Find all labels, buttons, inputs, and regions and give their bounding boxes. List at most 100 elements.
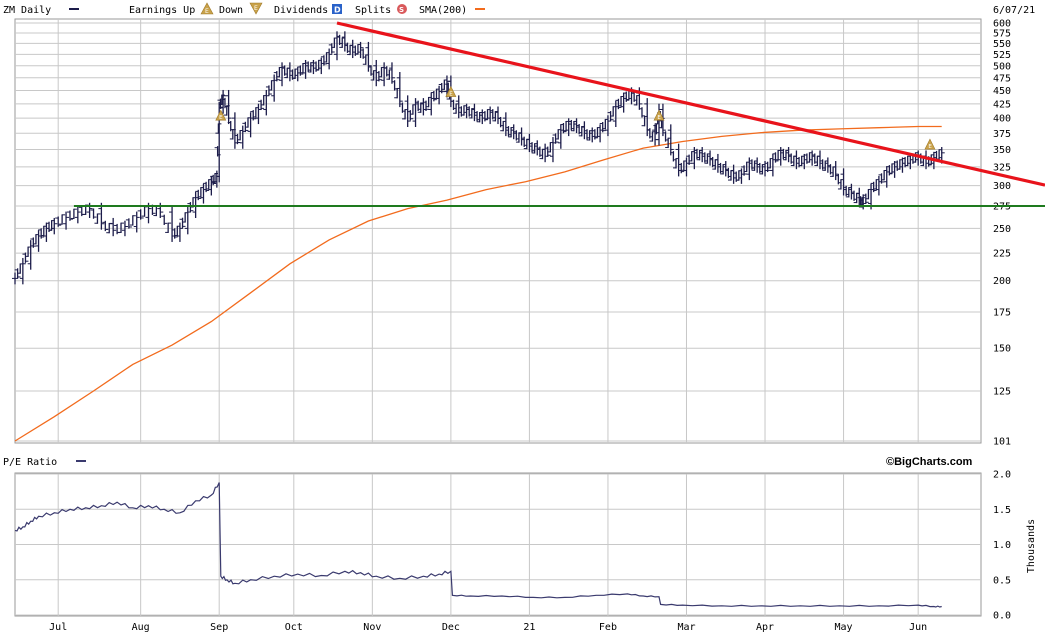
- ohlc-bar: [98, 202, 105, 230]
- ohlc-bar: [176, 222, 183, 242]
- x-tick-label: Dec: [442, 622, 460, 633]
- x-tick-label: Jul: [49, 622, 67, 633]
- bigcharts-copyright: ©BigCharts.com: [886, 456, 973, 468]
- sma-label: SMA(200): [419, 5, 467, 16]
- ohlc-bar: [125, 218, 132, 229]
- price-y-tick: 500: [993, 61, 1011, 72]
- ohlc-bar: [19, 257, 26, 285]
- x-tick-label: Sep: [210, 622, 228, 633]
- price-legend-swatch: [69, 8, 79, 10]
- ohlc-bar: [74, 206, 81, 224]
- ohlc-bar: [396, 72, 403, 108]
- ohlc-bar: [407, 110, 414, 121]
- ohlc-bar: [165, 222, 172, 233]
- split-icon: S: [397, 4, 407, 14]
- earnings-marker-icon: E: [215, 109, 227, 121]
- price-y-tick: 250: [993, 224, 1011, 235]
- earnings-label: Earnings Up: [129, 5, 195, 16]
- ohlc-bar: [121, 220, 128, 237]
- ohlc-bar: [772, 152, 779, 163]
- ohlc-bar: [615, 98, 622, 110]
- ohlc-bar: [63, 211, 70, 230]
- ohlc-bars-layer: [12, 31, 945, 285]
- svg-text:S: S: [399, 6, 404, 14]
- x-tick-label: Aug: [132, 622, 150, 633]
- ohlc-bar: [70, 208, 77, 220]
- symbol-label: ZM Daily: [3, 5, 51, 16]
- ohlc-bar: [195, 189, 202, 201]
- pe-y-tick: 2.0: [993, 470, 1011, 481]
- ohlc-bar: [638, 107, 645, 118]
- x-tick-label: Nov: [363, 622, 381, 633]
- ohlc-bar: [179, 217, 186, 229]
- pe-panel-title: P/E Ratio: [3, 457, 57, 468]
- earnings-down-icon: E: [249, 2, 263, 15]
- price-y-tick: 200: [993, 276, 1011, 287]
- price-y-tick: 125: [993, 386, 1011, 397]
- ohlc-bar: [22, 252, 29, 263]
- ohlc-bar: [210, 174, 217, 186]
- ohlc-bar: [66, 210, 73, 221]
- ohlc-bar: [430, 91, 437, 102]
- ohlc-bar: [94, 213, 101, 224]
- chart-header: ZM Daily Earnings Up E Down E Dividends …: [3, 2, 1035, 16]
- pe-panel: P/E Ratio ©BigCharts.com 0.0 0.5 1.0 1.5 2.0…: [3, 456, 1037, 622]
- pe-y-tick: 1.0: [993, 540, 1011, 551]
- ohlc-bar: [250, 110, 257, 121]
- dividends-label: Dividends: [274, 5, 328, 16]
- price-panel-frame: [14, 18, 982, 444]
- price-y-tick: 150: [993, 344, 1011, 355]
- svg-text:E: E: [205, 8, 209, 15]
- ohlc-bar: [102, 220, 109, 232]
- price-y-tick: 375: [993, 129, 1011, 140]
- ohlc-bar: [591, 129, 598, 140]
- svg-text:E: E: [449, 92, 453, 98]
- ohlc-bar: [265, 85, 272, 96]
- ohlc-bar: [161, 214, 168, 225]
- price-y-tick: 425: [993, 99, 1011, 110]
- ohlc-bar: [203, 181, 210, 193]
- ohlc-bar: [90, 208, 97, 219]
- ohlc-bar: [59, 214, 66, 225]
- svg-text:D: D: [334, 6, 341, 15]
- price-y-tick: 575: [993, 28, 1011, 39]
- ohlc-bar: [263, 89, 270, 116]
- splits-label: Splits: [355, 5, 391, 16]
- ohlc-bar: [623, 91, 630, 102]
- resistance-trendline-layer: [336, 21, 1045, 187]
- ohlc-bar: [110, 217, 117, 237]
- x-tick-label: May: [835, 622, 853, 633]
- price-y-tick: 400: [993, 114, 1011, 125]
- ohlc-bar: [326, 48, 333, 70]
- x-tick-label: Jun: [909, 622, 927, 633]
- pe-y-tick: 0.0: [993, 611, 1011, 622]
- price-y-tick: 600: [993, 19, 1011, 30]
- pe-line-layer: [14, 482, 942, 608]
- ohlc-bar: [171, 228, 178, 239]
- earnings-down-label: Down: [219, 5, 243, 16]
- x-axis-month-labels: Jul Aug Sep Oct Nov Dec 21 Feb Mar Apr May Jun: [49, 622, 927, 633]
- price-y-tick: 525: [993, 50, 1011, 61]
- ohlc-bar: [51, 217, 58, 235]
- ohlc-bar: [225, 89, 232, 125]
- ohlc-bar: [678, 162, 685, 174]
- ohlc-bar: [297, 65, 304, 76]
- pe-unit-label: Thousands: [1026, 519, 1037, 573]
- ohlc-bar: [886, 165, 893, 176]
- svg-text:E: E: [657, 115, 661, 121]
- pe-y-tick: 0.5: [993, 575, 1011, 586]
- ohlc-bar: [137, 209, 144, 220]
- ohlc-bar: [560, 122, 567, 134]
- ohlc-bar: [38, 228, 45, 239]
- x-tick-label: Mar: [677, 622, 695, 633]
- price-x-gridlines: [57, 19, 919, 443]
- x-tick-label: Apr: [756, 622, 774, 633]
- pe-y-gridlines: [15, 473, 981, 616]
- price-y-tick-labels: 1011251501752002252502753003253503754004…: [993, 19, 1011, 448]
- ohlc-bar: [388, 62, 395, 84]
- svg-text:E: E: [254, 5, 258, 12]
- svg-text:E: E: [219, 115, 223, 121]
- x-tick-label: 21: [523, 622, 535, 633]
